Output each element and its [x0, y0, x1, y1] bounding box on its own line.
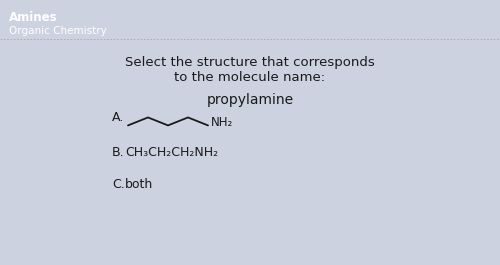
Text: Amines: Amines	[9, 11, 58, 24]
Text: to the molecule name:: to the molecule name:	[174, 72, 326, 85]
Text: both: both	[125, 178, 153, 191]
Text: C.: C.	[112, 178, 125, 191]
Text: A.: A.	[112, 111, 124, 124]
Text: propylamine: propylamine	[206, 94, 294, 107]
Text: NH₂: NH₂	[211, 116, 233, 129]
Text: CH₃CH₂CH₂NH₂: CH₃CH₂CH₂NH₂	[125, 146, 218, 159]
Text: Select the structure that corresponds: Select the structure that corresponds	[125, 56, 375, 69]
Text: Organic Chemistry: Organic Chemistry	[9, 26, 107, 36]
Text: B.: B.	[112, 146, 124, 159]
